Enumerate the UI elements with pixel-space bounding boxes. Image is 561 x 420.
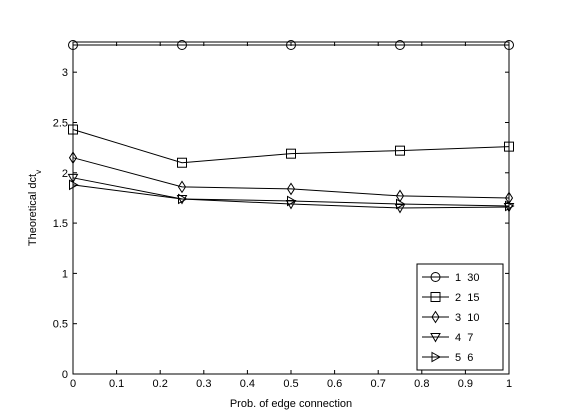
y-axis-label-subscript: v xyxy=(34,170,43,174)
legend-marker xyxy=(431,310,440,324)
x-tick-label: 0.4 xyxy=(240,378,255,390)
data-point xyxy=(395,40,405,51)
x-tick-label: 0.8 xyxy=(414,378,429,390)
data-point xyxy=(504,141,514,152)
series-2 xyxy=(68,124,514,168)
series-3 xyxy=(68,151,514,205)
legend-marker xyxy=(430,333,441,343)
data-point xyxy=(394,204,406,214)
data-point xyxy=(68,124,78,135)
x-tick-label: 1 xyxy=(506,378,512,390)
legend-marker xyxy=(430,292,441,302)
legend-item: 2 15 xyxy=(422,292,479,304)
y-tick-label: 0 xyxy=(62,369,68,381)
y-axis-label-main: Theoretical dct xyxy=(27,174,39,246)
series-5 xyxy=(69,179,515,212)
data-point xyxy=(286,40,296,51)
x-tick-label: 0.1 xyxy=(109,378,124,390)
data-point xyxy=(68,40,78,51)
data-point xyxy=(286,182,296,196)
legend-label: 2 15 xyxy=(455,292,479,304)
data-point xyxy=(287,195,297,207)
legend-label: 5 6 xyxy=(455,352,473,364)
data-point xyxy=(178,193,188,205)
legend-marker xyxy=(430,272,441,282)
legend: 1 30 2 15 3 10 4 7 5 6 xyxy=(416,263,504,371)
data-point xyxy=(69,179,79,191)
data-point xyxy=(67,173,79,184)
data-point xyxy=(396,198,406,210)
data-point xyxy=(177,157,187,168)
data-point xyxy=(68,151,78,165)
data-point xyxy=(286,148,296,159)
series-line xyxy=(72,157,510,199)
x-axis-label: Prob. of edge connection xyxy=(230,398,352,410)
series-line xyxy=(72,129,510,164)
legend-item: 4 7 xyxy=(422,332,473,344)
y-tick-label: 1.5 xyxy=(53,218,68,230)
x-tick-label: 0.3 xyxy=(196,378,211,390)
legend-label: 3 10 xyxy=(455,312,479,324)
data-point xyxy=(395,145,405,156)
x-tick-label: 0.7 xyxy=(371,378,386,390)
x-tick-label: 0.9 xyxy=(458,378,473,390)
legend-label: 4 7 xyxy=(455,332,473,344)
y-tick-label: 3 xyxy=(62,67,68,79)
x-tick-label: 0.2 xyxy=(153,378,168,390)
data-point xyxy=(177,180,187,194)
series-line xyxy=(72,184,510,207)
legend-label: 1 30 xyxy=(455,272,479,284)
data-point xyxy=(505,200,515,212)
data-point xyxy=(504,40,514,51)
y-axis-label: Theoretical dctv xyxy=(27,170,43,246)
legend-item: 3 10 xyxy=(422,310,479,324)
x-tick-label: 0.5 xyxy=(283,378,298,390)
x-tick-label: 0 xyxy=(70,378,76,390)
data-point xyxy=(177,40,187,51)
legend-item: 5 6 xyxy=(422,351,473,364)
y-tick-label: 2.5 xyxy=(53,117,68,129)
series-layer xyxy=(67,40,515,214)
y-tick-label: 0.5 xyxy=(53,319,68,331)
y-tick-label: 1 xyxy=(62,268,68,280)
legend-marker xyxy=(431,351,442,363)
x-tick-label: 0.6 xyxy=(327,378,342,390)
axis-ticks: 0 0.1 0.2 0.3 0.4 0.5 0.6 0.7 0.8 0.9 1 0 0.5 1 1.5 2 2.… xyxy=(53,42,512,390)
y-tick-label: 2 xyxy=(62,168,68,180)
legend-item: 1 30 xyxy=(422,272,479,284)
